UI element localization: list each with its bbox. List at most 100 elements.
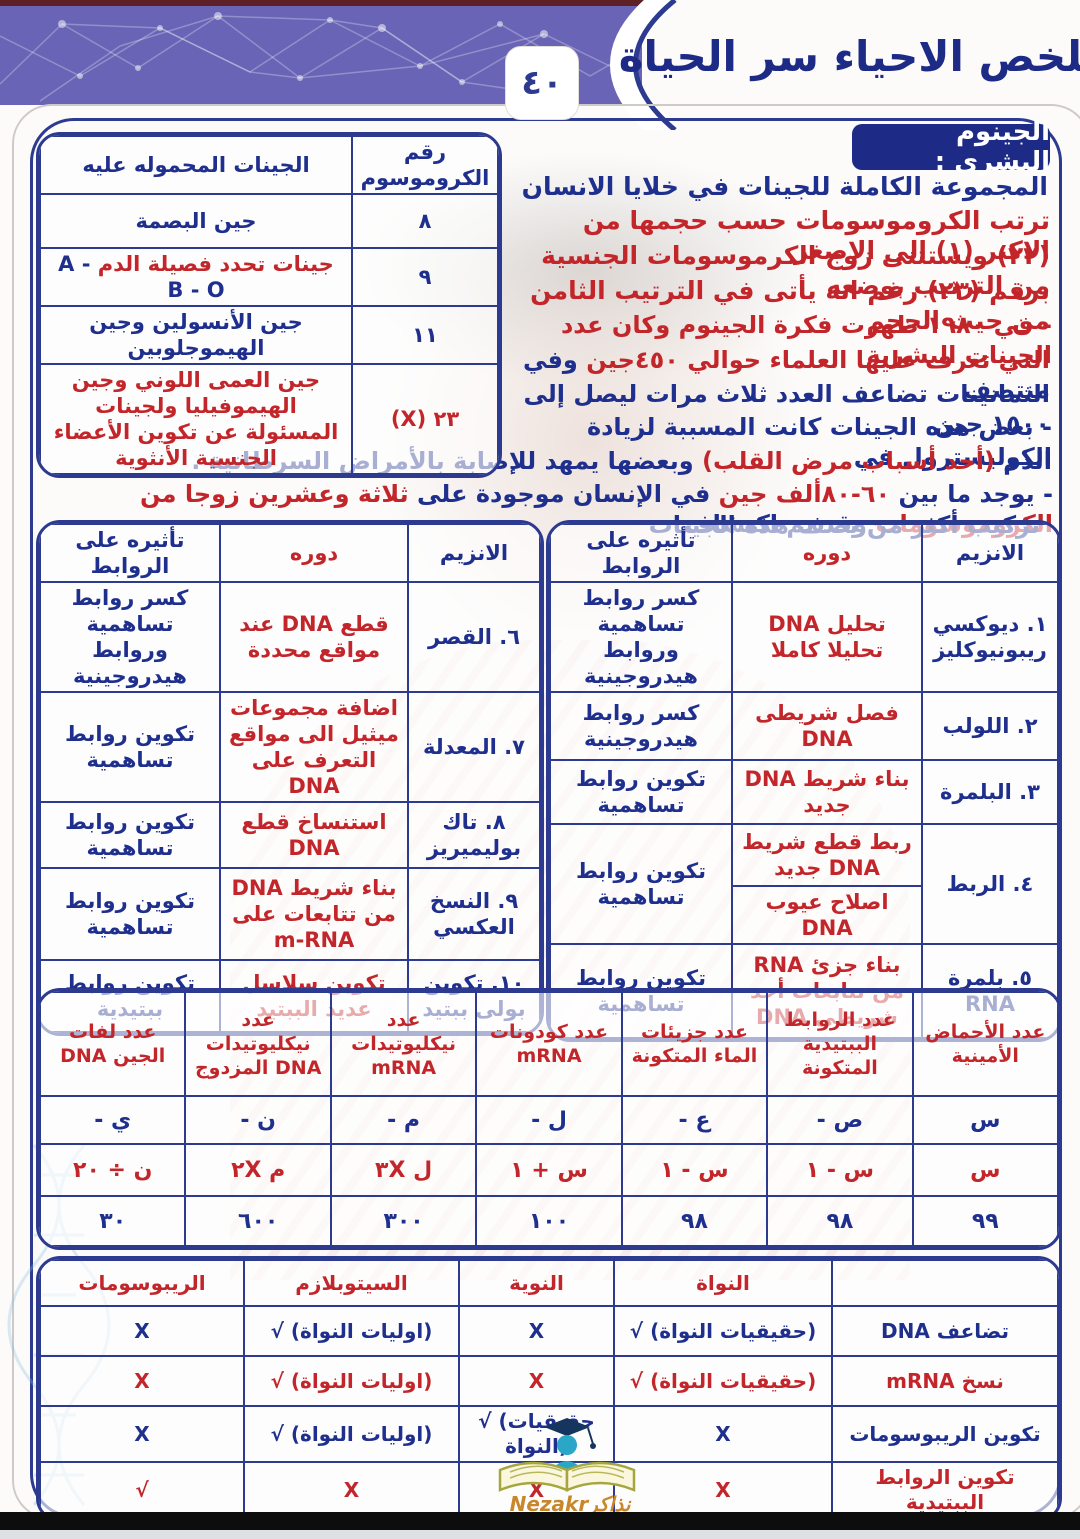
formula-cell: س - ١ — [620, 1143, 769, 1197]
genome-line-4: برقم (٢٣) رغم انه يأتى في الترتيب الثامن… — [530, 276, 1050, 335]
enzyme-cell: ١. ديوكسي ريبونيوكليز — [921, 581, 1059, 693]
location-cell: √ (اوليات النواة) — [243, 1355, 460, 1407]
role-cell: ربط قطع شريط DNA جديد — [731, 823, 923, 887]
bottom-black-bar — [0, 1512, 1080, 1530]
process-label: تكوين الريبوسومات — [831, 1405, 1059, 1463]
formula-cell: م ٢X — [184, 1143, 332, 1197]
bullet1-line2-red: التي تعرف عليها العلماء حوالي ٤٥٠جين — [586, 346, 1050, 374]
location-cell: X — [39, 1355, 245, 1407]
location-header: الريبوسومات — [39, 1259, 245, 1307]
formula-cell: س + ١ — [475, 1143, 623, 1197]
value-cell: ١٠٠ — [475, 1195, 623, 1247]
effect-cell: تكوين روابط تساهمية — [549, 759, 733, 825]
process-label: نسخ mRNA — [831, 1355, 1059, 1407]
value-cell: ٩٩ — [911, 1195, 1059, 1247]
formula-cell: س - ١ — [766, 1143, 914, 1197]
role-cell: بناء شريط DNA من تتابعات على m-RNA — [219, 867, 409, 961]
location-header: النوية — [458, 1259, 615, 1307]
counts-header: عدد كودونات mRNA — [475, 991, 623, 1097]
enzyme-cell: ٨. تاك بوليميريز — [407, 801, 541, 869]
location-cell: X — [613, 1405, 833, 1463]
top-maroon-strip — [0, 0, 648, 6]
location-cell: √ (حقيقيات النواة) — [613, 1305, 833, 1357]
location-cell: X — [39, 1305, 245, 1357]
page-number: ٤٠ — [521, 63, 563, 103]
role-cell: اضافة مجموعات ميثيل الى مواقع التعرف على… — [219, 691, 409, 803]
role-cell: اصلاح عيوب DNA — [731, 885, 923, 945]
value-cell: ٣٠٠ — [329, 1195, 478, 1247]
location-cell: X — [39, 1405, 245, 1463]
role-header: دوره — [731, 523, 923, 583]
bullet2-seg1: الدم — [994, 447, 1052, 475]
location-cell: X — [243, 1461, 460, 1519]
variable-cell: ي - — [39, 1095, 187, 1145]
counts-header: عدد لفات الجين DNA — [39, 991, 187, 1097]
effect-header: تأثيره على الروابط — [549, 523, 733, 583]
genome-bullet1-line3: الثمانينات تضاعف العدد ثلاث مرات ليصل إل… — [523, 380, 1051, 438]
page-title: ملخص الاحياء سر الحياة — [618, 31, 1080, 81]
location-cell: √ (اوليات النواة) — [243, 1405, 460, 1463]
formula-cell: س — [911, 1143, 1059, 1197]
section-title-genome: الجينوم البشري : — [852, 117, 1050, 177]
effect-cell: كسر روابط تساهمية وروابط هيدروجينية — [39, 581, 221, 693]
counts-header: عدد نيكليوتيدات DNA المزدوج — [184, 991, 332, 1097]
genome-bullet3-line1: - يوجد ما بين ٦٠-٨٠ألف جين في الإنسان مو… — [55, 479, 1053, 539]
location-header: السيتوبلازم — [243, 1259, 460, 1307]
value-cell: ٣٠ — [39, 1195, 187, 1247]
chr-header-number: رقم الكروموسوم — [351, 135, 499, 195]
value-cell: ٩٨ — [766, 1195, 914, 1247]
chr-gene-cell: جين البصمة — [39, 193, 353, 249]
bottom-grey-bar — [0, 1530, 1080, 1539]
enzyme-cell: ٦. القصر — [407, 581, 541, 693]
banner-end-arc — [610, 0, 677, 130]
chr-number-cell: ٨ — [351, 193, 499, 249]
location-header: النواة — [613, 1259, 833, 1307]
role-cell: فصل شريطى DNA — [731, 691, 923, 761]
enzymes-table-right: الانزيم دوره تأثيره على الروابط ١. ديوكس… — [546, 520, 1062, 1042]
bullet3-seg1: - يوجد ما بين — [890, 480, 1053, 508]
chromosome-table: رقم الكروموسوم الجينات المحموله عليه ٨ ج… — [36, 132, 502, 478]
effect-header: تأثيره على الروابط — [39, 523, 221, 583]
effect-cell: كسر روابط هيدروجينية — [549, 691, 733, 761]
variable-cell: ص - — [766, 1095, 914, 1145]
enzyme-cell: ٧. المعدلة — [407, 691, 541, 803]
chr-number-cell: ٩ — [351, 247, 499, 307]
genome-line-3: (٢٢) ويستثنى زوج الكرموسومات الجنسية من … — [541, 241, 1050, 300]
formula-cell: ن ÷ ٢٠ — [39, 1143, 187, 1197]
value-cell: ٦٠٠ — [184, 1195, 332, 1247]
role-cell: تحليل DNA تحليلا كاملا — [731, 581, 923, 693]
bullet3-seg2: ٦٠-٨٠ألف جين — [718, 480, 891, 508]
page-number-badge: ٤٠ — [505, 46, 579, 120]
role-cell: بناء شريط DNA جديد — [731, 759, 923, 825]
bullet1-line2-blue: وفي منتصف — [522, 346, 1050, 404]
enzyme-header: الانزيم — [407, 523, 541, 583]
genome-bullet2-line1: - بعض هذه الجينات كانت المسببة لزيادة ال… — [586, 413, 1052, 471]
location-cell: X — [458, 1305, 615, 1357]
role-header: دوره — [219, 523, 409, 583]
location-cell: √ (حقيقيات النواة) — [613, 1355, 833, 1407]
chr-gene-abo: A - B - O — [58, 252, 225, 302]
enzyme-cell: ٩. النسخ العكسي — [407, 867, 541, 961]
chr-number-cell: ١١ — [351, 305, 499, 365]
counts-header: عدد جزيئات الماء المتكونة — [620, 991, 769, 1097]
location-corner-cell — [831, 1259, 1059, 1307]
role-cell: قطع DNA عند مواقع محددة — [219, 581, 409, 693]
counts-table: عدد الأحماض الأمينية عدد الروابط الببتيد… — [36, 988, 1062, 1250]
role-cell: استنساخ قطع DNA — [219, 801, 409, 869]
chr-number-cell: ٢٣ (X) — [351, 363, 499, 475]
bullet3-seg3: في الإنسان موجودة على — [408, 480, 719, 508]
bullet2-seg2: (أحد أسباب مرض القلب) — [702, 447, 995, 475]
variable-cell: ل - — [475, 1095, 623, 1145]
variable-cell: س — [911, 1095, 1059, 1145]
formula-cell: ل ٣X — [329, 1143, 478, 1197]
chr-gene-text: جينات تحدد فصيلة الدم — [97, 252, 334, 276]
chr-gene-cell: جين الأنسولين وجين الهيموجلوبين — [39, 305, 353, 365]
location-cell: X — [458, 1355, 615, 1407]
genome-bullet1-line2: التي تعرف عليها العلماء حوالي ٤٥٠جين وفي… — [516, 345, 1050, 405]
location-cell: √ (اوليات النواة) — [243, 1305, 460, 1357]
effect-cell: تكوين روابط تساهمية — [549, 823, 733, 945]
location-cell: X — [613, 1461, 833, 1519]
effect-cell: كسر روابط تساهمية وروابط هيدروجينية — [549, 581, 733, 693]
effect-cell: تكوين روابط تساهمية — [39, 867, 221, 961]
variable-cell: ن - — [184, 1095, 332, 1145]
